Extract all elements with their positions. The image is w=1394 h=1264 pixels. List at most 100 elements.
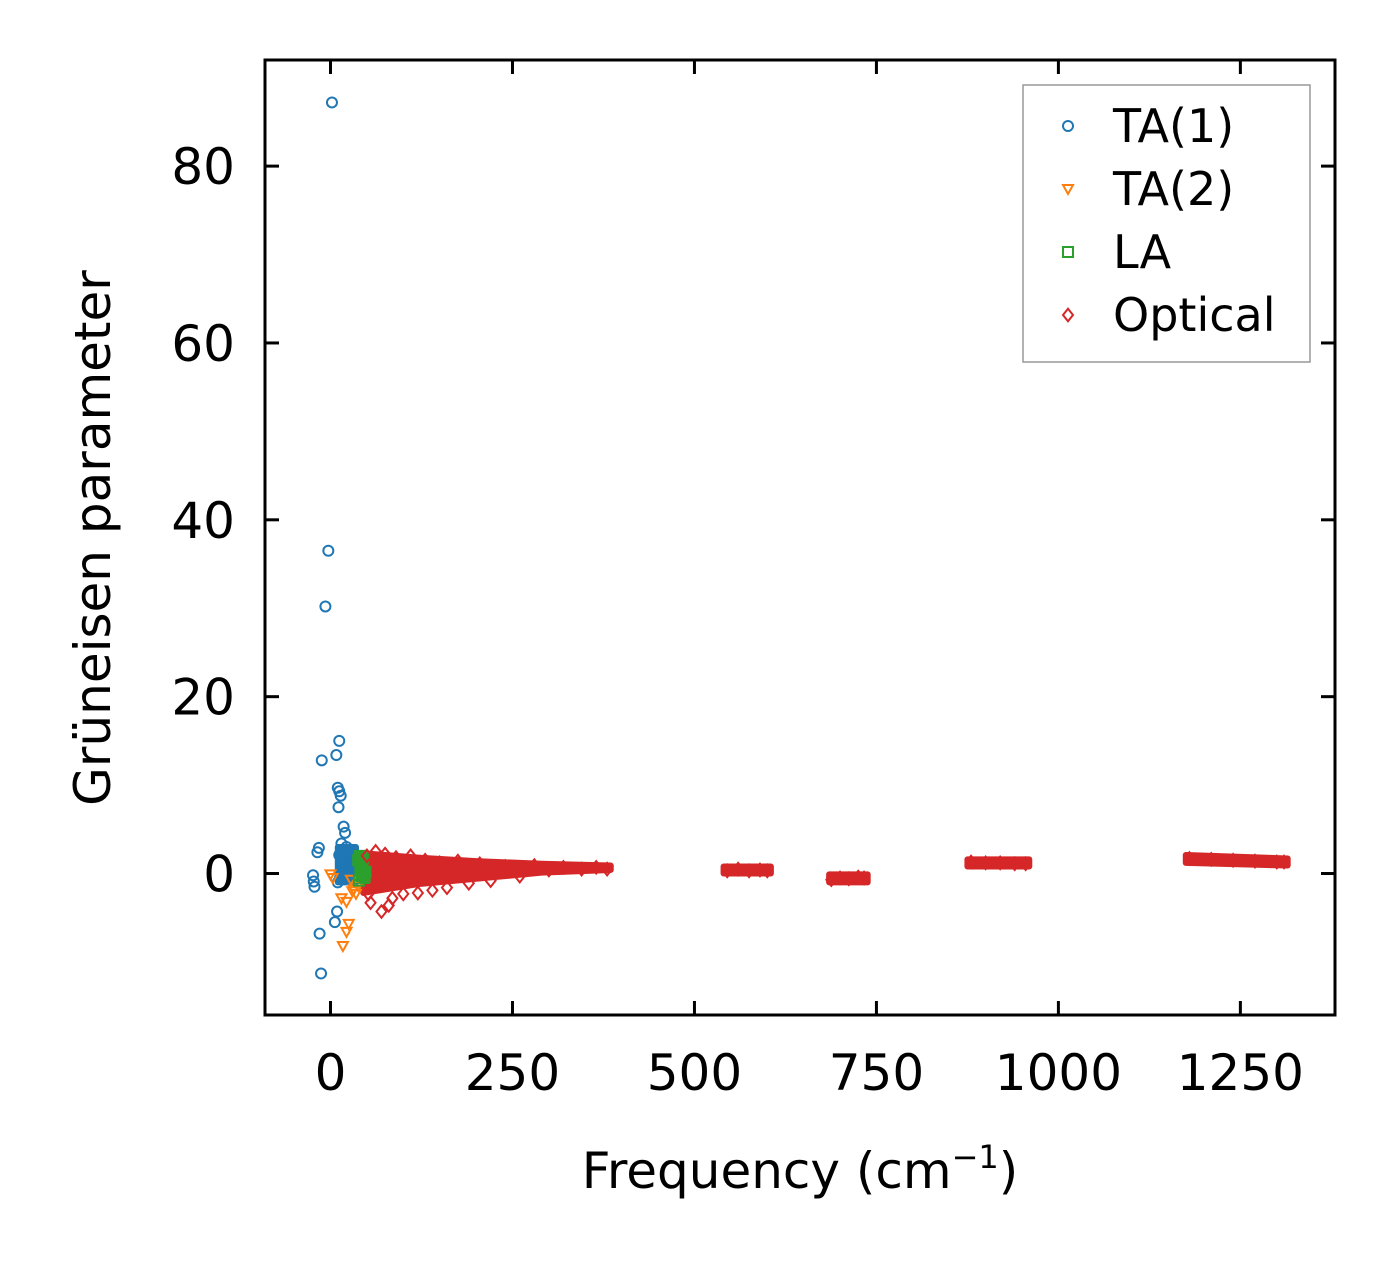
point-ta2	[336, 941, 350, 954]
point-optical	[1183, 850, 1196, 867]
point-optical	[369, 843, 382, 860]
plot-frame	[263, 58, 1337, 1017]
x-tick-label: 750	[829, 1044, 924, 1102]
point-optical	[993, 855, 1007, 871]
legend-label-optical: Optical	[1113, 288, 1275, 342]
point-optical	[386, 890, 399, 907]
point-optical	[404, 847, 417, 864]
point-ta2	[325, 872, 340, 885]
point-optical	[473, 855, 487, 872]
point-la	[357, 869, 370, 882]
point-ta1	[330, 749, 343, 762]
point-optical	[557, 859, 570, 876]
y-axis-ticks: 0 20 40 60 80	[171, 138, 1335, 904]
legend: TA(1) TA(2) LA Optical	[1022, 84, 1311, 363]
point-optical	[731, 861, 745, 877]
y-tick-label: 20	[171, 669, 235, 727]
point-optical	[411, 885, 425, 901]
point-optical	[1248, 853, 1262, 869]
x-tick-label: 250	[465, 1044, 560, 1102]
legend-marker-ta2	[1061, 184, 1075, 197]
point-optical	[1008, 855, 1022, 872]
point-ta1	[336, 865, 349, 878]
point-ta1	[334, 789, 347, 802]
x-tick-label: 1250	[1177, 1044, 1304, 1102]
point-optical	[513, 868, 527, 885]
point-optical	[857, 870, 871, 886]
x-tick-label: 0	[315, 1044, 347, 1102]
point-optical	[528, 857, 541, 874]
y-axis-label: Grüneisen parameter	[64, 270, 122, 806]
point-optical	[753, 862, 767, 878]
point-la	[354, 860, 367, 873]
point-optical	[375, 903, 388, 920]
legend-marker-ta1	[1062, 120, 1074, 132]
point-ta2	[339, 926, 354, 939]
x-axis-label-superscript: −1	[952, 1138, 999, 1176]
point-ta1	[319, 600, 332, 613]
point-optical	[542, 862, 556, 878]
point-optical	[1204, 851, 1218, 868]
legend-marker-la	[1062, 246, 1074, 258]
point-ta1	[308, 880, 321, 893]
legend-label-ta2: TA(2)	[1112, 162, 1234, 216]
point-ta2	[345, 886, 360, 899]
point-ta1	[331, 905, 344, 918]
legend-items: TA(1) TA(2) LA Optical	[1061, 99, 1275, 342]
point-ta1	[328, 916, 341, 929]
x-axis-label-main: Frequency (cm	[582, 1142, 952, 1200]
point-optical	[842, 870, 856, 887]
point-ta1	[325, 96, 338, 109]
point-optical	[367, 878, 381, 894]
point-optical	[364, 894, 377, 911]
y-tick-label: 0	[203, 846, 235, 904]
point-optical	[397, 886, 410, 902]
point-ta1	[307, 869, 320, 882]
point-optical	[378, 846, 392, 862]
point-optical	[360, 847, 374, 864]
point-optical	[600, 861, 614, 877]
point-ta1	[333, 734, 346, 747]
point-ta1	[340, 840, 353, 853]
point-optical	[484, 872, 497, 889]
point-ta1	[313, 927, 326, 940]
point-ta1	[332, 801, 345, 814]
point-optical	[451, 853, 465, 869]
point-ta1	[337, 820, 350, 833]
point-ta1	[315, 967, 328, 980]
point-optical	[389, 849, 403, 866]
y-tick-label: 60	[171, 315, 235, 373]
point-ta2	[339, 896, 354, 909]
point-optical	[720, 863, 734, 879]
point-optical	[440, 879, 454, 896]
point-ta1	[322, 544, 335, 557]
x-tick-label: 500	[647, 1044, 742, 1102]
point-ta1	[339, 826, 352, 839]
point-optical	[1226, 852, 1240, 869]
x-axis-label-close: )	[999, 1142, 1019, 1200]
point-optical	[462, 875, 476, 892]
legend-label-ta1: TA(1)	[1112, 99, 1234, 153]
x-tick-label: 1000	[995, 1044, 1122, 1102]
data-points-layer	[307, 96, 1291, 980]
point-optical	[589, 859, 603, 876]
y-tick-label: 40	[171, 492, 235, 550]
point-ta2	[342, 918, 356, 931]
point-optical	[498, 858, 512, 875]
point-optical	[1277, 854, 1291, 870]
point-optical	[418, 852, 432, 869]
legend-marker-optical	[1061, 307, 1075, 323]
point-optical	[760, 863, 774, 879]
point-optical	[833, 870, 847, 886]
x-axis-ticks: 0 250 500 750 1000 1250	[315, 60, 1304, 1102]
point-optical	[964, 854, 978, 870]
point-optical	[979, 855, 992, 871]
point-optical	[742, 863, 756, 879]
point-optical	[1019, 855, 1032, 872]
y-tick-label: 80	[171, 138, 235, 196]
legend-label-la: LA	[1113, 225, 1172, 279]
point-ta1	[307, 875, 320, 888]
point-optical	[426, 882, 439, 899]
point-ta1	[311, 846, 324, 859]
